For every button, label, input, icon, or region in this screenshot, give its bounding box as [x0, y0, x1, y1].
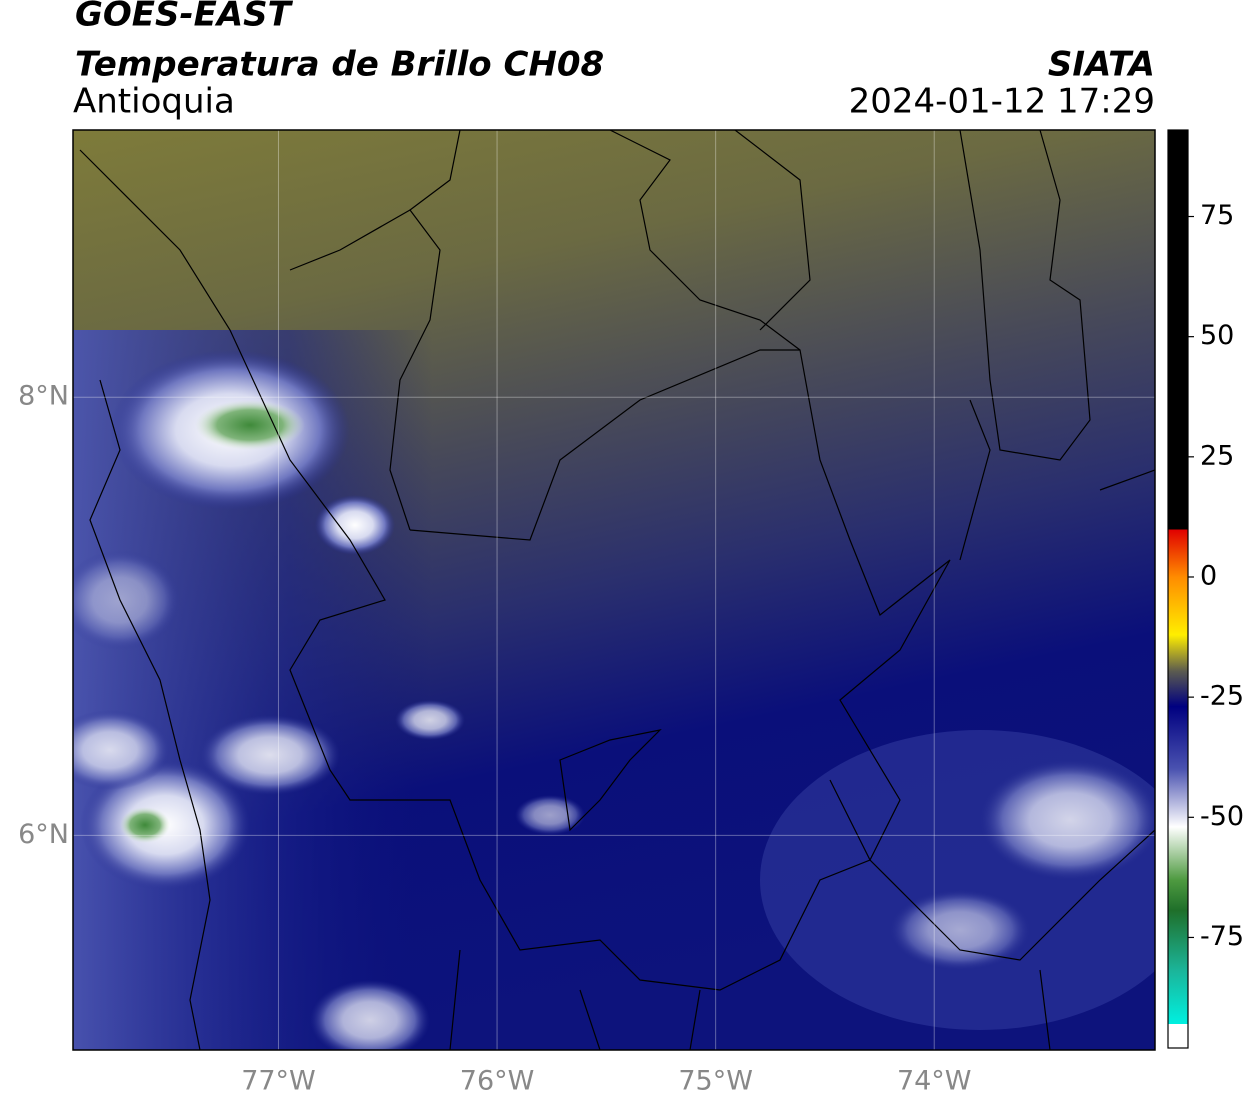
datetime: 2024-01-12 17:29 — [849, 82, 1155, 122]
map-frame — [72, 129, 1156, 1051]
colorbar-tick-label: 25 — [1200, 440, 1234, 471]
x-tick-label: 77°W — [241, 1066, 316, 1097]
colorbar-tick-label: 75 — [1200, 200, 1234, 231]
grid — [73, 130, 1155, 1050]
y-tick-label: 8°N — [18, 381, 69, 412]
y-tick-label: 6°N — [18, 819, 69, 850]
title: GOES-EAST — [75, 0, 294, 35]
x-tick-label: 75°W — [678, 1066, 753, 1097]
subtitle: Temperatura de Brillo CH08 — [75, 45, 604, 85]
colorbar-tick-label: -25 — [1200, 681, 1244, 712]
colorbar-tick-label: -50 — [1200, 801, 1244, 832]
x-tick-label: 74°W — [897, 1066, 972, 1097]
source: SIATA — [1048, 45, 1155, 85]
map-image — [73, 130, 1155, 1050]
colorbar-tick-label: -75 — [1200, 921, 1244, 952]
colorbar-tick-label: 50 — [1200, 320, 1234, 351]
x-tick-label: 76°W — [460, 1066, 535, 1097]
colorbar-tick-label: 0 — [1200, 560, 1217, 591]
colorbar — [1167, 129, 1189, 1049]
region: Antioquia — [73, 82, 235, 122]
